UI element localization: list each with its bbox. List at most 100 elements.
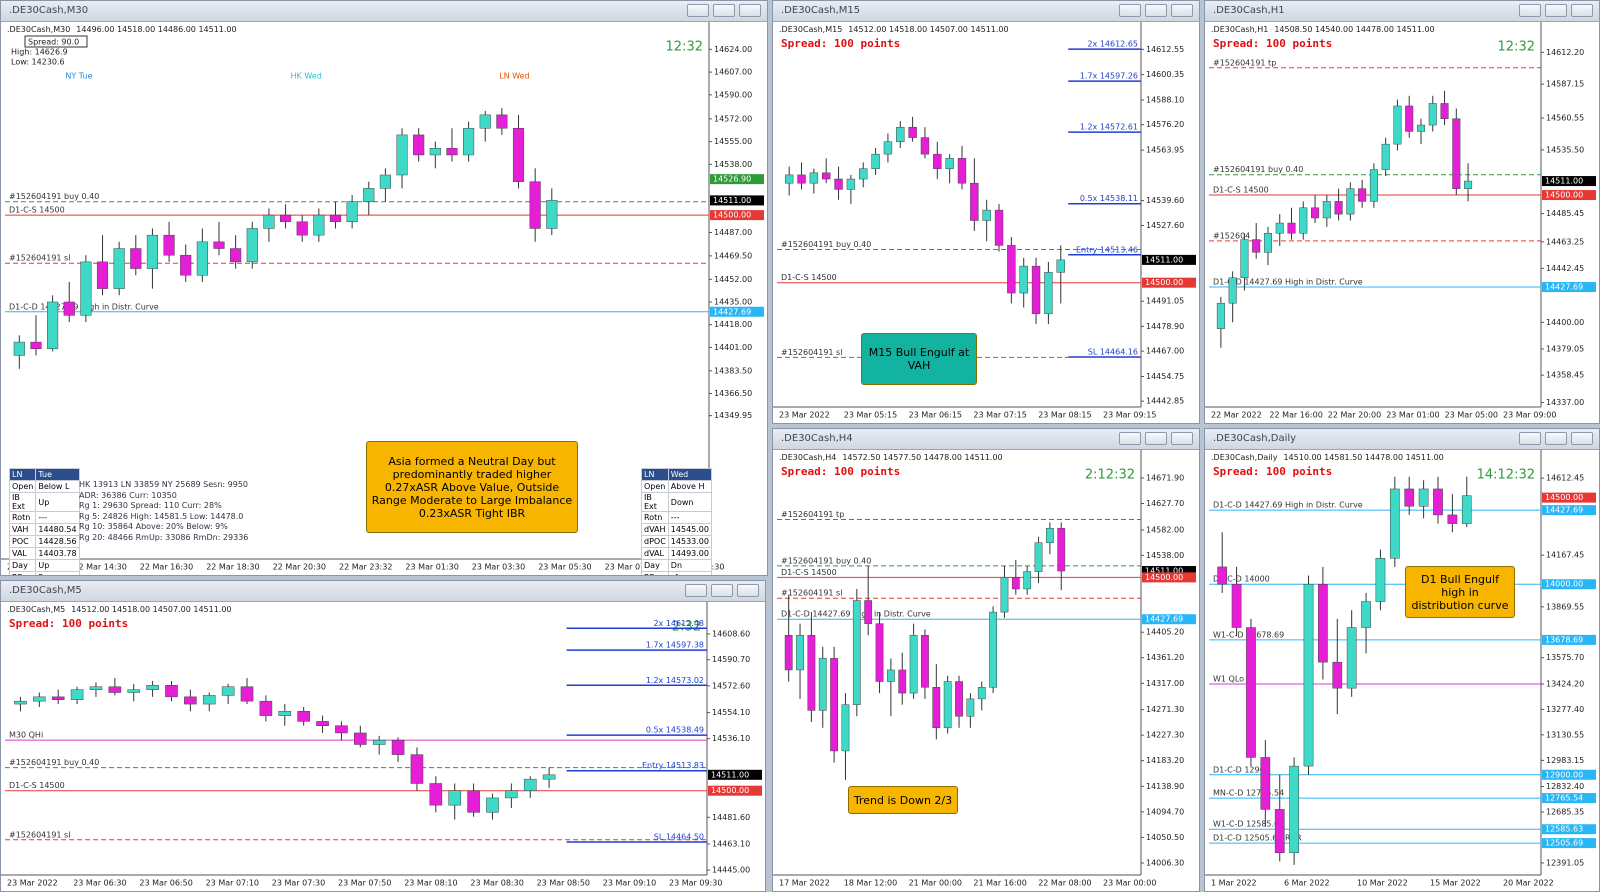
close-button[interactable] [1571, 4, 1593, 17]
chart: .DE30Cash,H1 14508.50 14540.00 14478.00 1… [1205, 22, 1596, 420]
y-tick-label: 14379.05 [1546, 344, 1584, 353]
candle-body [1428, 103, 1437, 126]
price-tag [1542, 769, 1596, 780]
y-tick-label: 12983.15 [1546, 756, 1584, 765]
y-tick-label: 14576.20 [1146, 120, 1184, 129]
time-label: 23 Mar 07:50 [338, 879, 391, 888]
info-cell: Day [8, 559, 37, 572]
candle-body [512, 127, 525, 182]
window-title: .DE30Cash,H1 [1213, 5, 1285, 16]
time-label: 22 Mar 18:30 [206, 563, 259, 572]
level-label: W1 QLo [1213, 674, 1244, 683]
minimize-button[interactable] [1519, 432, 1541, 445]
level-label: #152604191 sl [9, 254, 70, 263]
time-label: 23 Mar 06:50 [139, 879, 192, 888]
chart-header: .DE30Cash,M15 14512.00 14518.00 14507.00 … [779, 25, 1009, 34]
minimize-button[interactable] [1119, 4, 1141, 17]
restore-button[interactable] [1545, 4, 1567, 17]
y-tick-label: 14452.00 [714, 275, 752, 284]
symbol: .DE30Cash,M5 [7, 605, 65, 614]
price-tag-label: 12505.69 [1545, 839, 1583, 848]
info-cell: POC [8, 535, 37, 548]
info-cell: --- [667, 511, 712, 524]
y-tick-label: 14467.00 [1146, 347, 1184, 356]
y-tick-label: 14588.10 [1146, 96, 1184, 105]
candle-body [263, 214, 275, 229]
minimize-button[interactable] [1519, 4, 1541, 17]
time-label: 23 Mar 08:30 [470, 879, 523, 888]
info-row: RF-4 [641, 571, 712, 575]
y-tick-label: 14572.00 [714, 114, 752, 123]
candle-body [883, 141, 893, 155]
candle-body [379, 174, 391, 189]
y-tick-label: 14671.90 [1146, 473, 1184, 482]
candle-body [1405, 105, 1414, 132]
time-label: 1 Mar 2022 [1211, 879, 1257, 888]
candle-body [446, 148, 458, 156]
close-button[interactable] [1171, 4, 1193, 17]
y-tick-label: 14538.00 [714, 160, 752, 169]
level-label: #152604191 sl [781, 589, 842, 598]
candle-body [1240, 239, 1249, 279]
close-button[interactable] [1171, 432, 1193, 445]
y-tick-label: 14572.60 [712, 681, 750, 690]
minimize-button[interactable] [687, 4, 709, 17]
candle-body [346, 201, 358, 223]
restore-button[interactable] [711, 584, 733, 597]
info-cell: --- [35, 511, 80, 524]
close-button[interactable] [739, 4, 761, 17]
y-tick-label: 13277.40 [1546, 705, 1584, 714]
time-label: 23 Mar 09:15 [1103, 411, 1156, 420]
candle-body [871, 153, 880, 169]
session-label: HK Wed [291, 72, 322, 81]
candle-body [1046, 527, 1054, 543]
candle-body [1381, 143, 1390, 170]
symbol: .DE30Cash,M15 [779, 25, 842, 34]
session-label: LN Wed [499, 72, 529, 81]
candle-body [1332, 661, 1343, 689]
y-tick-label: 14587.15 [1546, 80, 1584, 89]
price-tag [710, 210, 764, 221]
close-button[interactable] [737, 584, 759, 597]
info-cell: 14493.00 [667, 547, 712, 560]
level-label: MN-C-D 12765.54 [1213, 789, 1284, 798]
candle-body [180, 254, 192, 276]
minimize-button[interactable] [685, 584, 707, 597]
info-row: VAH 14480.54 [8, 523, 80, 536]
close-button[interactable] [1571, 432, 1593, 445]
candle-body [1322, 201, 1331, 219]
candle-body [1375, 557, 1386, 602]
candle-body [977, 687, 986, 700]
price-tag-label: 14427.69 [1145, 615, 1183, 624]
candle-body [354, 732, 367, 745]
level-label: D1-C-S 14500 [1213, 186, 1269, 195]
time-label: 23 Mar 08:50 [537, 879, 590, 888]
restore-button[interactable] [713, 4, 735, 17]
symbol: .DE30Cash,M30 [7, 25, 70, 34]
candle-body [1461, 495, 1472, 524]
chart-window: .DE30Cash,H4 .DE30Cash,H4 14572.50 14577.5… [772, 428, 1200, 892]
level-label: D1-C-S 14500 [9, 781, 65, 790]
chart: .DE30Cash,H4 14572.50 14577.50 14478.00 1… [773, 450, 1196, 888]
candle-body [1433, 488, 1443, 516]
price-tag-label: 14511.00 [713, 196, 751, 205]
y-tick-label: 14469.50 [714, 251, 752, 260]
candle-body [875, 623, 884, 682]
candle-body [372, 739, 386, 745]
minimize-button[interactable] [1119, 432, 1141, 445]
candle-body [146, 234, 159, 269]
y-tick-label: 12832.40 [1546, 782, 1584, 791]
candle-body [96, 261, 109, 289]
candle-body [413, 134, 425, 156]
restore-button[interactable] [1545, 432, 1567, 445]
y-tick-label: 14183.20 [1146, 756, 1184, 765]
restore-button[interactable] [1145, 4, 1167, 17]
y-tick-label: 14491.05 [1146, 297, 1184, 306]
y-tick-label: 14400.00 [1546, 318, 1584, 327]
price-tag [1542, 793, 1596, 804]
header-line: Low: 14230.6 [11, 58, 65, 67]
restore-button[interactable] [1145, 432, 1167, 445]
time-label: 17 Mar 2022 [779, 879, 830, 888]
candle-body [807, 634, 816, 711]
callout: M15 Bull Engulf at VAH [861, 333, 977, 385]
